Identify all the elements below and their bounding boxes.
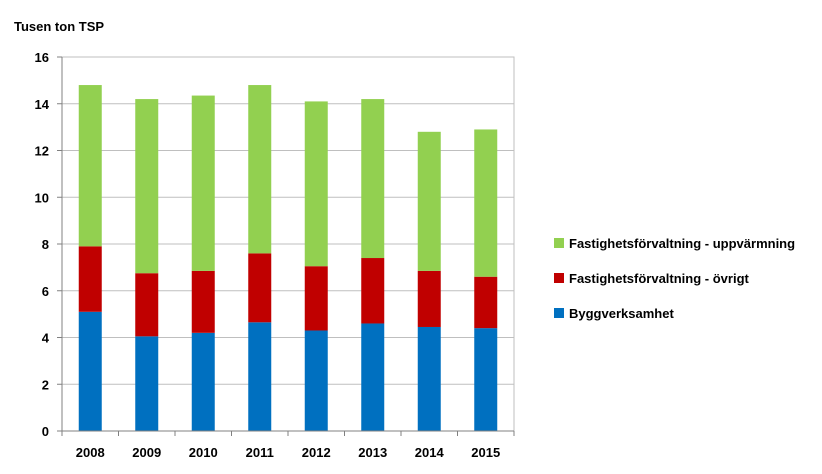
bar-segment-2011-series-0 <box>248 322 272 431</box>
legend-label: Byggverksamhet <box>569 306 674 321</box>
bar-segment-2011-series-1 <box>248 253 272 323</box>
bar-segment-2008-series-1 <box>78 246 102 312</box>
bar-segment-2012-series-1 <box>304 266 328 331</box>
y-tick-label: 10 <box>35 190 49 205</box>
bar-segment-2015-series-0 <box>474 328 498 431</box>
bar-segment-2009-series-2 <box>135 99 159 274</box>
bars <box>78 85 498 431</box>
legend-label: Fastighetsförvaltning - uppvärmning <box>569 236 795 251</box>
x-tick-label: 2009 <box>132 445 161 460</box>
legend: Fastighetsförvaltning - uppvärmning Fasti… <box>554 236 795 321</box>
x-tick-label: 2011 <box>246 445 274 460</box>
bar-segment-2009-series-1 <box>135 273 159 337</box>
bar-segment-2014-series-1 <box>417 270 441 327</box>
x-tick-label: 2008 <box>76 445 105 460</box>
y-tick-label: 8 <box>42 237 49 252</box>
axes: 0 2 4 6 8 10 12 14 16 2008 2009 2010 2011 2012 2013 201… <box>35 50 515 460</box>
bar-segment-2010-series-2 <box>191 95 215 271</box>
bar-segment-2013-series-1 <box>361 258 385 324</box>
bar-segment-2008-series-0 <box>78 311 102 431</box>
bar-segment-2013-series-2 <box>361 99 385 259</box>
x-tick-label: 2012 <box>302 445 331 460</box>
bar-segment-2008-series-2 <box>78 85 102 247</box>
bar-segment-2010-series-0 <box>191 332 215 431</box>
legend-swatch <box>554 308 564 318</box>
y-axis-unit-label: Tusen ton TSP <box>14 19 104 34</box>
x-tick-label: 2015 <box>471 445 500 460</box>
bar-segment-2015-series-2 <box>474 129 498 277</box>
bar-segment-2012-series-0 <box>304 330 328 431</box>
x-tick-label: 2013 <box>358 445 387 460</box>
x-tick-label: 2014 <box>415 445 445 460</box>
bar-segment-2013-series-0 <box>361 323 385 431</box>
bar-segment-2014-series-2 <box>417 131 441 271</box>
y-tick-label: 14 <box>35 97 50 112</box>
bar-segment-2010-series-1 <box>191 270 215 333</box>
legend-swatch <box>554 273 564 283</box>
bar-segment-2015-series-1 <box>474 276 498 329</box>
bar-segment-2012-series-2 <box>304 101 328 267</box>
gridlines <box>62 103 514 385</box>
bar-segment-2014-series-0 <box>417 326 441 431</box>
y-tick-label: 16 <box>35 50 49 65</box>
x-tick-label: 2010 <box>189 445 218 460</box>
bar-segment-2009-series-0 <box>135 336 159 431</box>
bar-segment-2011-series-2 <box>248 85 272 254</box>
y-tick-label: 0 <box>42 424 49 439</box>
y-tick-label: 6 <box>42 284 49 299</box>
y-tick-label: 12 <box>35 144 49 159</box>
legend-label: Fastighetsförvaltning - övrigt <box>569 271 750 286</box>
legend-swatch <box>554 238 564 248</box>
y-tick-label: 4 <box>42 331 50 346</box>
y-tick-label: 2 <box>42 377 49 392</box>
